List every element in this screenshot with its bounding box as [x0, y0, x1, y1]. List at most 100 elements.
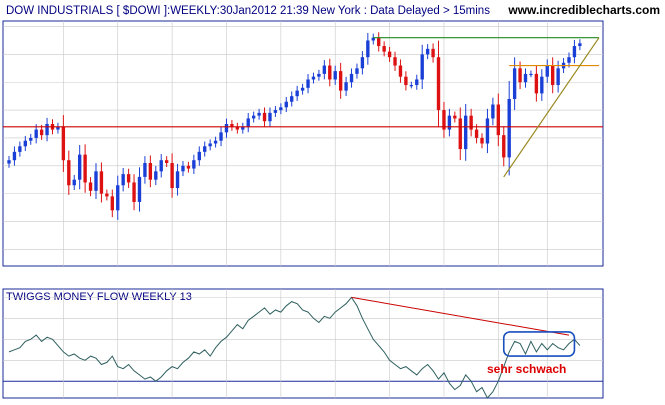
site-link[interactable]: www.incrediblecharts.com — [507, 3, 660, 17]
candle-body — [415, 79, 419, 86]
candle-body — [94, 171, 98, 191]
candle-body — [121, 174, 125, 186]
candle-body — [534, 73, 539, 94]
candle-body — [105, 193, 109, 197]
money-flow-series — [8, 296, 581, 399]
candle-body — [29, 137, 33, 141]
candle-body — [578, 43, 582, 47]
candle-body — [338, 71, 343, 91]
candle-body — [192, 160, 196, 169]
candle-body — [567, 57, 571, 63]
candle-body — [34, 129, 38, 138]
candle-body — [132, 182, 136, 202]
candle-body — [230, 124, 234, 127]
candle-body — [99, 171, 104, 194]
candle-body — [18, 146, 22, 152]
candle-body — [148, 162, 153, 180]
price-overlay-lines — [3, 37, 603, 178]
candle-body — [72, 179, 76, 186]
candle-body — [88, 182, 93, 191]
candle-body — [420, 54, 424, 80]
candle-body — [219, 132, 223, 141]
candle-body — [110, 196, 114, 211]
candle-body — [453, 115, 457, 119]
price-panel-frame — [2, 20, 604, 267]
candle-body — [23, 140, 27, 147]
flow-grid — [3, 289, 603, 398]
candle-body — [137, 176, 142, 202]
candle-body — [12, 151, 17, 161]
candle-body — [126, 174, 131, 183]
money-flow-line — [8, 296, 581, 399]
candle-body — [523, 73, 528, 83]
candle-body — [295, 90, 299, 97]
candle-body — [458, 118, 462, 150]
candle-body — [39, 129, 44, 136]
candle-body — [431, 48, 435, 58]
candle-body — [317, 73, 321, 77]
candle-body — [556, 68, 560, 86]
flow-highlight-box — [502, 331, 576, 357]
candle-body — [518, 68, 522, 83]
candle-body — [469, 115, 473, 130]
candle-body — [159, 160, 163, 172]
candle-body — [246, 118, 250, 127]
candle-body — [545, 65, 549, 77]
candle-body — [175, 171, 180, 189]
candle-body — [551, 65, 555, 86]
candle-body — [170, 162, 174, 189]
candlestick-series — [7, 32, 582, 220]
candle-body — [366, 40, 370, 58]
candle-body — [273, 110, 278, 113]
candle-body — [61, 126, 66, 161]
candle-body — [480, 137, 484, 144]
candle-body — [387, 51, 392, 58]
candle-body — [143, 162, 147, 177]
candle-body — [284, 101, 288, 108]
candle-body — [377, 37, 381, 47]
candle-body — [322, 65, 327, 74]
candle-body — [56, 126, 60, 130]
flow-annotation: sehr schwach — [487, 362, 566, 376]
candle-body — [224, 124, 229, 133]
candle-body — [279, 107, 283, 111]
candle-body — [496, 104, 501, 136]
candle-body — [409, 85, 414, 87]
candle-body — [241, 126, 245, 130]
candle-body — [349, 73, 354, 83]
candle-body — [502, 135, 506, 158]
candle-body — [382, 46, 386, 52]
flow-panel-title: TWIGGS MONEY FLOW WEEKLY 13 — [6, 291, 192, 303]
candle-body — [425, 48, 430, 55]
candle-body — [398, 65, 403, 77]
candle-body — [257, 112, 261, 116]
candle-body — [45, 124, 49, 136]
candle-body — [290, 96, 294, 102]
candle-body — [164, 160, 169, 163]
candle-body — [311, 76, 316, 80]
candle-body — [436, 57, 441, 111]
candle-body — [360, 57, 365, 69]
candle-body — [67, 160, 71, 186]
candle-body — [186, 165, 191, 169]
candle-body — [474, 129, 479, 138]
candle-body — [442, 110, 446, 130]
candle-body — [404, 76, 408, 86]
candle-body — [507, 98, 511, 158]
candle-body — [262, 112, 267, 122]
candle-body — [300, 87, 305, 91]
candle-body — [7, 160, 11, 164]
candle-body — [355, 68, 359, 74]
candle-body — [203, 146, 207, 152]
candle-body — [197, 151, 201, 161]
candle-body — [393, 57, 397, 66]
candle-body — [485, 118, 490, 144]
candle-body — [208, 143, 212, 147]
rising-trend-line — [503, 37, 600, 178]
candle-body — [154, 171, 158, 180]
candle-body — [306, 79, 310, 88]
candle-body — [328, 65, 332, 80]
candle-body — [333, 71, 337, 80]
candle-body — [512, 68, 517, 99]
candle-body — [529, 73, 533, 76]
